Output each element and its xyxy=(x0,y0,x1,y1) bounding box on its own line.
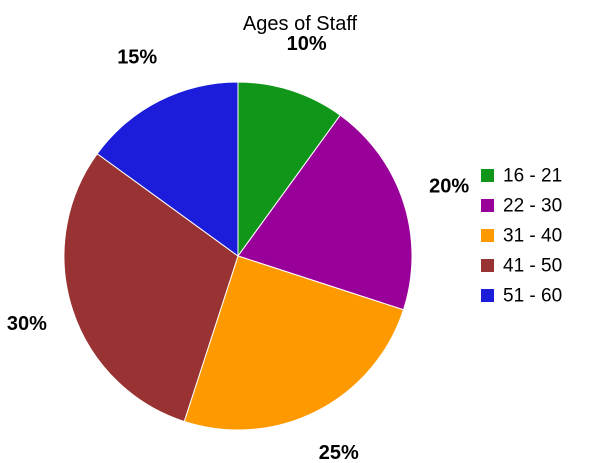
legend-swatch-22-30 xyxy=(481,199,494,212)
chart-title: Ages of Staff xyxy=(243,13,358,35)
legend-label-16-21: 16 - 21 xyxy=(503,166,562,187)
legend-label-31-40: 31 - 40 xyxy=(503,226,562,247)
legend: 16 - 21 22 - 30 31 - 40 41 - 50 51 - 60 xyxy=(481,166,562,307)
legend-item-16-21: 16 - 21 xyxy=(481,166,562,187)
pie-slice-31-40 xyxy=(183,255,405,431)
pie-slice-51-60 xyxy=(96,81,239,257)
slice-value-label-51-60: 15% xyxy=(117,46,157,68)
legend-label-51-60: 51 - 60 xyxy=(503,286,562,307)
legend-swatch-41-50 xyxy=(481,259,494,272)
slice-value-label-16-21: 10% xyxy=(287,33,327,55)
pie-slice-22-30 xyxy=(237,114,413,311)
slice-value-label-22-30: 20% xyxy=(429,176,469,198)
legend-item-31-40: 31 - 40 xyxy=(481,226,562,247)
pie-slices xyxy=(63,81,413,431)
pie-slice-41-50 xyxy=(63,153,239,423)
legend-item-22-30: 22 - 30 xyxy=(481,196,562,217)
legend-swatch-31-40 xyxy=(481,229,494,242)
legend-swatch-51-60 xyxy=(481,289,494,302)
slice-value-label-31-40: 25% xyxy=(319,442,359,463)
legend-swatch-16-21 xyxy=(481,169,494,182)
legend-item-41-50: 41 - 50 xyxy=(481,256,562,277)
pie-slice-16-21 xyxy=(237,81,341,258)
legend-item-51-60: 51 - 60 xyxy=(481,286,562,307)
legend-label-41-50: 41 - 50 xyxy=(503,256,562,277)
legend-label-22-30: 22 - 30 xyxy=(503,196,562,217)
slice-value-label-41-50: 30% xyxy=(7,313,47,335)
pie-slice-labels: 10% 20% 25% 30% 15% xyxy=(7,33,470,463)
